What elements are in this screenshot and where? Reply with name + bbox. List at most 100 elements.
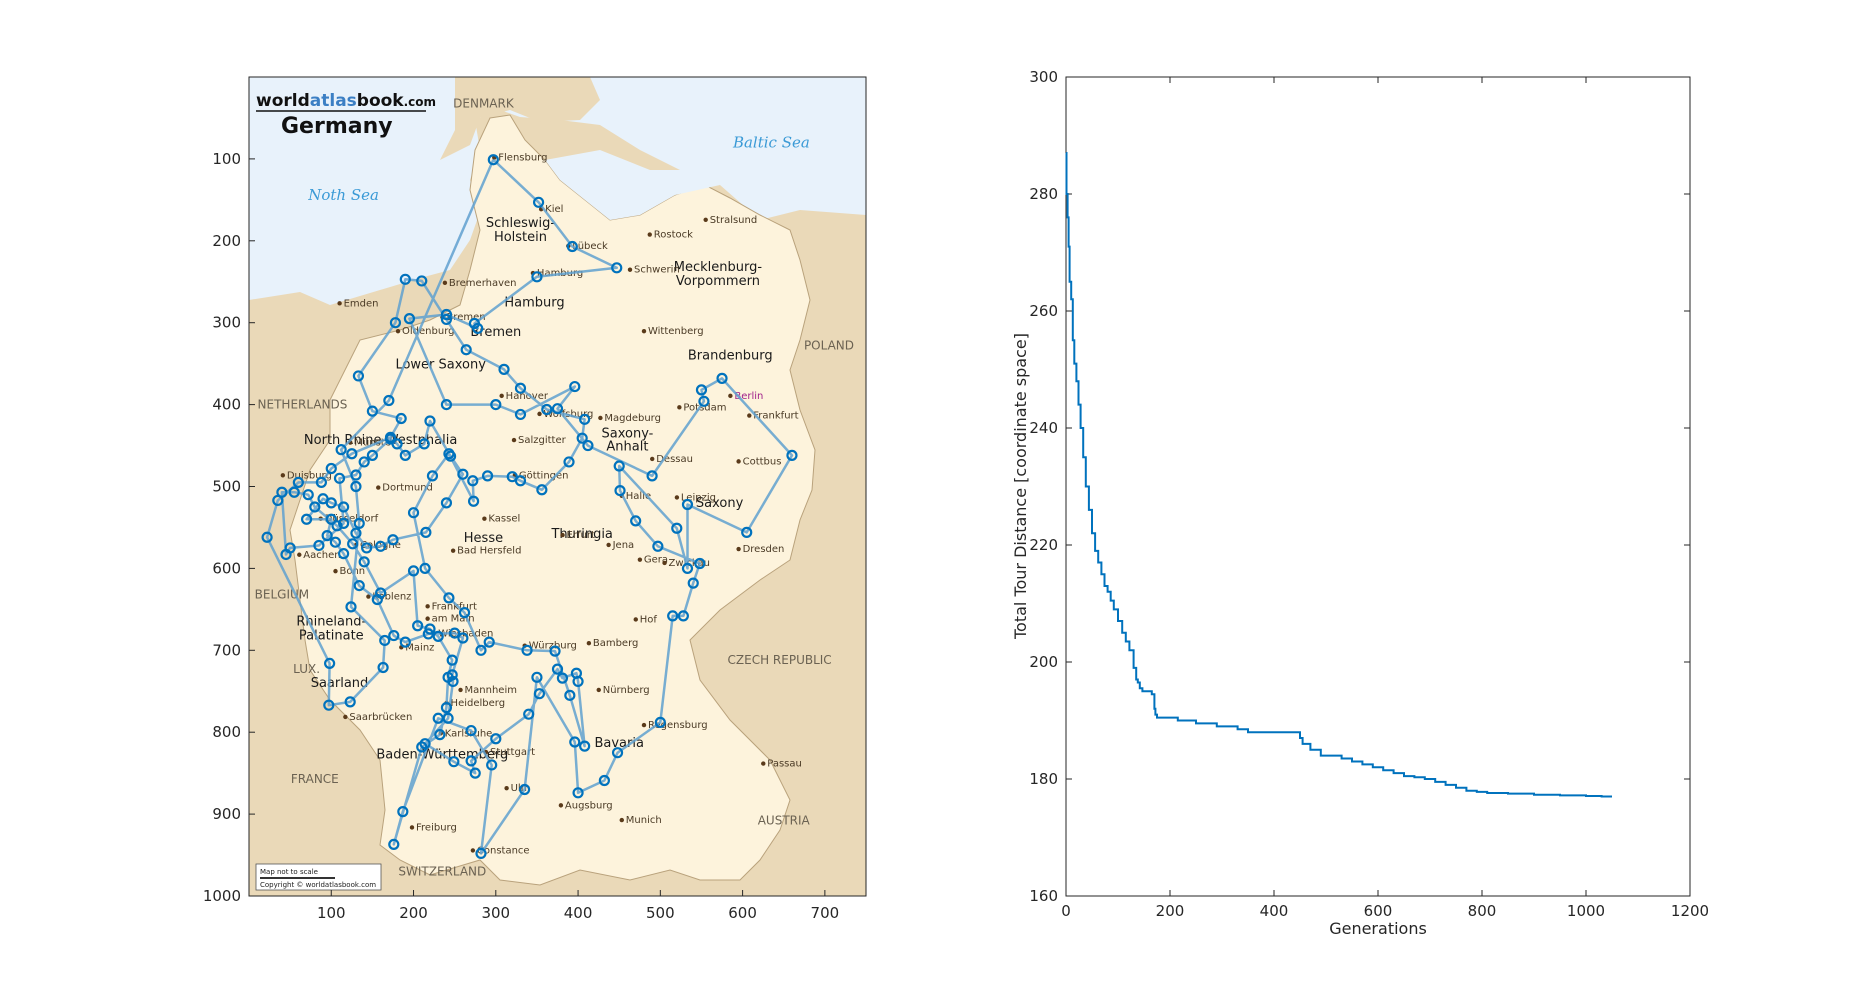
- city-dot-4: [647, 232, 652, 237]
- x-tick-label: 600: [1364, 902, 1393, 920]
- tour-stop: [572, 787, 584, 799]
- city-dot-15: [537, 411, 542, 417]
- city-label-8: Emden: [344, 298, 379, 309]
- city-dot-22: [280, 473, 286, 478]
- tour-stop: [424, 623, 436, 635]
- state-label-7: Brandenburg: [688, 349, 773, 364]
- tour-stop: [440, 399, 453, 411]
- tour-stop: [582, 439, 594, 452]
- tour-stop: [514, 408, 527, 421]
- city-dot-56: [409, 825, 415, 830]
- tour-stop: [475, 847, 487, 860]
- tour-stop: [346, 448, 358, 460]
- city-dot-35: [637, 557, 643, 562]
- city-dot-53: [761, 761, 766, 766]
- city-dot-12: [728, 393, 733, 399]
- tour-stop: [681, 562, 694, 575]
- city-label-7: Bremerhaven: [449, 278, 517, 289]
- y-tick-label: 200: [1029, 653, 1058, 671]
- city-label-40: am Main: [432, 614, 475, 625]
- tour-stop: [338, 501, 350, 513]
- tour-stop: [465, 724, 477, 737]
- city-dot-51: [641, 722, 647, 728]
- tour-stop: [329, 536, 341, 548]
- tour-stop: [694, 557, 706, 570]
- tour-stop: [387, 534, 399, 546]
- tour-stop: [321, 530, 333, 542]
- x-tick-label: 600: [728, 904, 757, 922]
- city-dot-3: [703, 217, 708, 222]
- city-dot-17: [747, 413, 752, 418]
- tour-stop: [536, 484, 548, 496]
- y-tick-label: 800: [212, 723, 241, 741]
- tour-stop: [566, 240, 578, 253]
- x-tick-label: 300: [481, 904, 510, 922]
- city-dot-6: [627, 267, 633, 272]
- tour-stop: [531, 671, 543, 683]
- sea-label-1: Baltic Sea: [732, 133, 810, 151]
- tour-stop: [698, 395, 710, 407]
- tour-stop: [377, 661, 389, 674]
- tour-stop: [569, 736, 581, 748]
- city-dot-30: [606, 542, 611, 548]
- city-label-19: Salzgitter: [518, 435, 567, 446]
- tour-stop: [613, 460, 625, 472]
- tour-stop: [786, 449, 798, 461]
- city-label-22: Duisburg: [287, 470, 332, 481]
- x-tick-label: 200: [399, 904, 428, 922]
- tour-stop: [412, 620, 424, 632]
- tour-stop: [284, 542, 296, 554]
- city-dot-13: [677, 405, 682, 410]
- city-label-4: Rostock: [654, 230, 693, 241]
- tour-stop: [416, 275, 428, 287]
- state-label-4: Vorpommern: [676, 274, 760, 289]
- tour-stop: [434, 729, 446, 741]
- tour-stop: [292, 476, 304, 489]
- country-label-8: CZECH REPUBLIC: [728, 653, 832, 667]
- x-tick-label: 800: [1468, 902, 1497, 920]
- tour-stop: [379, 634, 391, 647]
- country-label-1: POLAND: [804, 339, 854, 353]
- tour-stop: [399, 273, 411, 285]
- tour-stop: [333, 472, 346, 484]
- baltic-inlet: [545, 150, 720, 220]
- tour-stop: [335, 444, 347, 456]
- tour-stop: [460, 344, 472, 356]
- city-label-43: Mainz: [405, 642, 434, 653]
- city-label-39: Frankfurt: [432, 601, 477, 612]
- tour-stop: [440, 308, 453, 321]
- city-label-33: Aachen: [303, 550, 340, 561]
- city-dot-31: [736, 546, 741, 552]
- tour-stop: [383, 394, 395, 407]
- tour-stop: [667, 610, 679, 622]
- tour-stop: [300, 513, 313, 525]
- city-dot-33: [297, 552, 302, 557]
- tour-stop: [397, 806, 409, 818]
- city-label-26: Leipzig: [681, 492, 716, 503]
- city-label-12: Berlin: [734, 391, 763, 402]
- city-dot-45: [586, 641, 592, 646]
- convergence-axes-box: [1065, 76, 1691, 897]
- x-tick-label: 0: [1061, 902, 1071, 920]
- city-label-47: Nürnberg: [603, 685, 650, 696]
- tour-stops: [261, 154, 798, 860]
- tour-stop: [469, 767, 481, 779]
- tour-stop: [472, 322, 484, 335]
- tour-stop: [677, 610, 689, 622]
- city-dot-37: [333, 568, 338, 574]
- state-label-0: Schleswig-: [486, 216, 556, 231]
- tour-stop: [572, 675, 584, 688]
- city-dot-20: [650, 456, 655, 462]
- state-label-11: Saxony: [696, 496, 744, 511]
- state-label-8: Saxony-: [601, 426, 653, 441]
- tour-stop: [419, 562, 431, 575]
- tour-stop: [695, 384, 708, 396]
- tour-stop: [391, 438, 403, 450]
- tour-stop: [395, 412, 407, 425]
- city-dot-40: [425, 616, 430, 621]
- x-axis-label: Generations: [1329, 919, 1427, 938]
- city-label-2: Lübeck: [572, 241, 608, 252]
- tour-stop: [556, 672, 569, 684]
- tour-stop: [419, 738, 431, 750]
